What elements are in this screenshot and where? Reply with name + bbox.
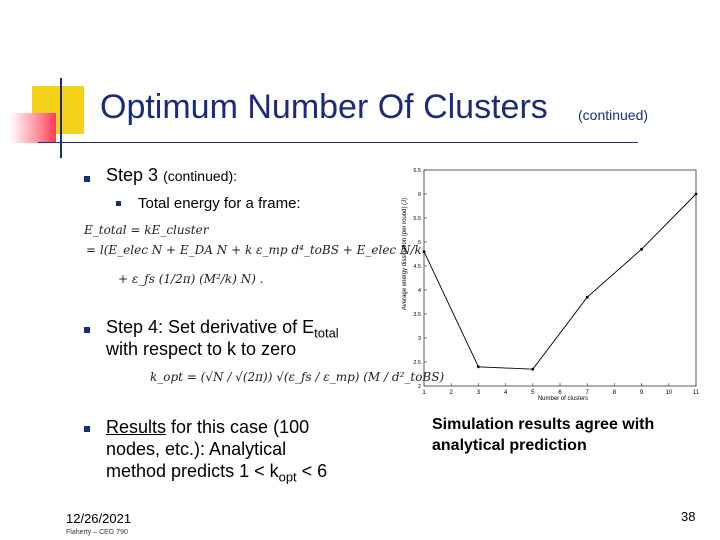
chart-plot-frame: [423, 169, 697, 387]
results-line3: method predicts 1 < kopt < 6: [106, 461, 327, 488]
title-underline: [38, 142, 638, 143]
equation-expanded-2: + ε_fs (1/2π) (M²/k) N) .: [118, 272, 264, 286]
step3-text: Step 3 (continued):: [106, 165, 237, 187]
equation-kopt: k_opt = (√N / √(2π)) √(ε_fs / ε_mp) (M /…: [150, 370, 445, 384]
sub-energy-text: Total energy for a frame:: [138, 195, 301, 212]
results-line3-suffix: < 6: [296, 461, 328, 481]
bullet-sub-energy: [116, 201, 121, 206]
chart-y-tick-label: 6.5: [413, 168, 421, 174]
chart-data-point: [477, 365, 480, 369]
chart-x-tick-label: 10: [665, 390, 672, 396]
chart-x-tick-label: 2: [450, 390, 454, 396]
chart-x-tick-label: 3: [477, 390, 481, 396]
decor-vertical-line: [60, 78, 62, 158]
chart-x-tick-label: 4: [504, 390, 508, 396]
equation-total: E_total = kE_cluster: [84, 223, 209, 237]
chart-y-tick-label: 4.5: [413, 264, 421, 270]
footer-author: Flaherty – CEG 790: [66, 529, 128, 536]
chart-y-tick-label: 2: [418, 384, 421, 390]
results-rest: for this case (100: [166, 417, 310, 437]
equation-expanded: = l(E_elec N + E_DA N + k ε_mp d⁴_toBS +…: [86, 243, 422, 257]
chart-x-tick-label: 6: [558, 390, 562, 396]
chart-y-tick-label: 5: [418, 240, 421, 246]
step4-line2: with respect to k to zero: [106, 339, 297, 359]
bullet-step3: [84, 176, 90, 182]
page-number: 38: [681, 509, 696, 524]
chart-x-tick-label: 9: [640, 390, 644, 396]
chart-series-line: [423, 193, 697, 370]
chart-data-point: [640, 247, 643, 251]
decor-pink-square: [10, 113, 56, 143]
chart-y-tick-label: 3: [418, 336, 421, 342]
chart-data-point: [585, 295, 589, 299]
chart-x-tick-label: 8: [613, 390, 617, 396]
chart-x-tick-label: 7: [586, 390, 590, 396]
step3-label: Step 3: [106, 165, 159, 185]
chart-y-axis-label: Average energy dissipation (per round) (…: [402, 198, 408, 310]
simulation-caption: Simulation results agree with analytical…: [432, 416, 655, 454]
step4-sub: total: [314, 325, 339, 341]
chart-y-tick-label: 4: [418, 288, 421, 294]
bullet-results: [84, 426, 90, 432]
bullet-step4: [84, 327, 90, 333]
chart-data-point: [694, 192, 698, 196]
footer-date: 12/26/2021: [66, 511, 132, 526]
chart-x-tick-label: 5: [531, 390, 535, 396]
step4-prefix: Step 4: Set derivative of E: [106, 317, 315, 337]
slide-title-suffix: (continued): [578, 107, 649, 123]
chart-x-axis-label: Number of clusters: [538, 396, 588, 402]
chart-x-tick-label: 1: [422, 390, 426, 396]
results-line1: Results for this case (100: [106, 417, 309, 438]
slide-title: Optimum Number Of Clusters: [100, 88, 548, 126]
chart-y-tick-label: 3.5: [413, 312, 421, 318]
chart-y-tick-label: 6: [418, 192, 421, 198]
chart-x-tick-label: 11: [693, 390, 700, 396]
chart-data-point: [422, 250, 426, 253]
chart-data-point: [531, 367, 535, 371]
results-line2: nodes, etc.): Analytical: [106, 439, 287, 459]
step3-suffix: (continued):: [163, 168, 237, 184]
step4-line1: Step 4: Set derivative of Etotal: [106, 317, 339, 344]
chart-y-tick-label: 5.5: [413, 216, 421, 222]
chart-y-tick-label: 2.5: [413, 360, 421, 366]
results-link: Results: [106, 417, 167, 437]
results-line3-sub: opt: [278, 469, 297, 485]
results-line3-prefix: method predicts 1 < k: [106, 461, 279, 481]
